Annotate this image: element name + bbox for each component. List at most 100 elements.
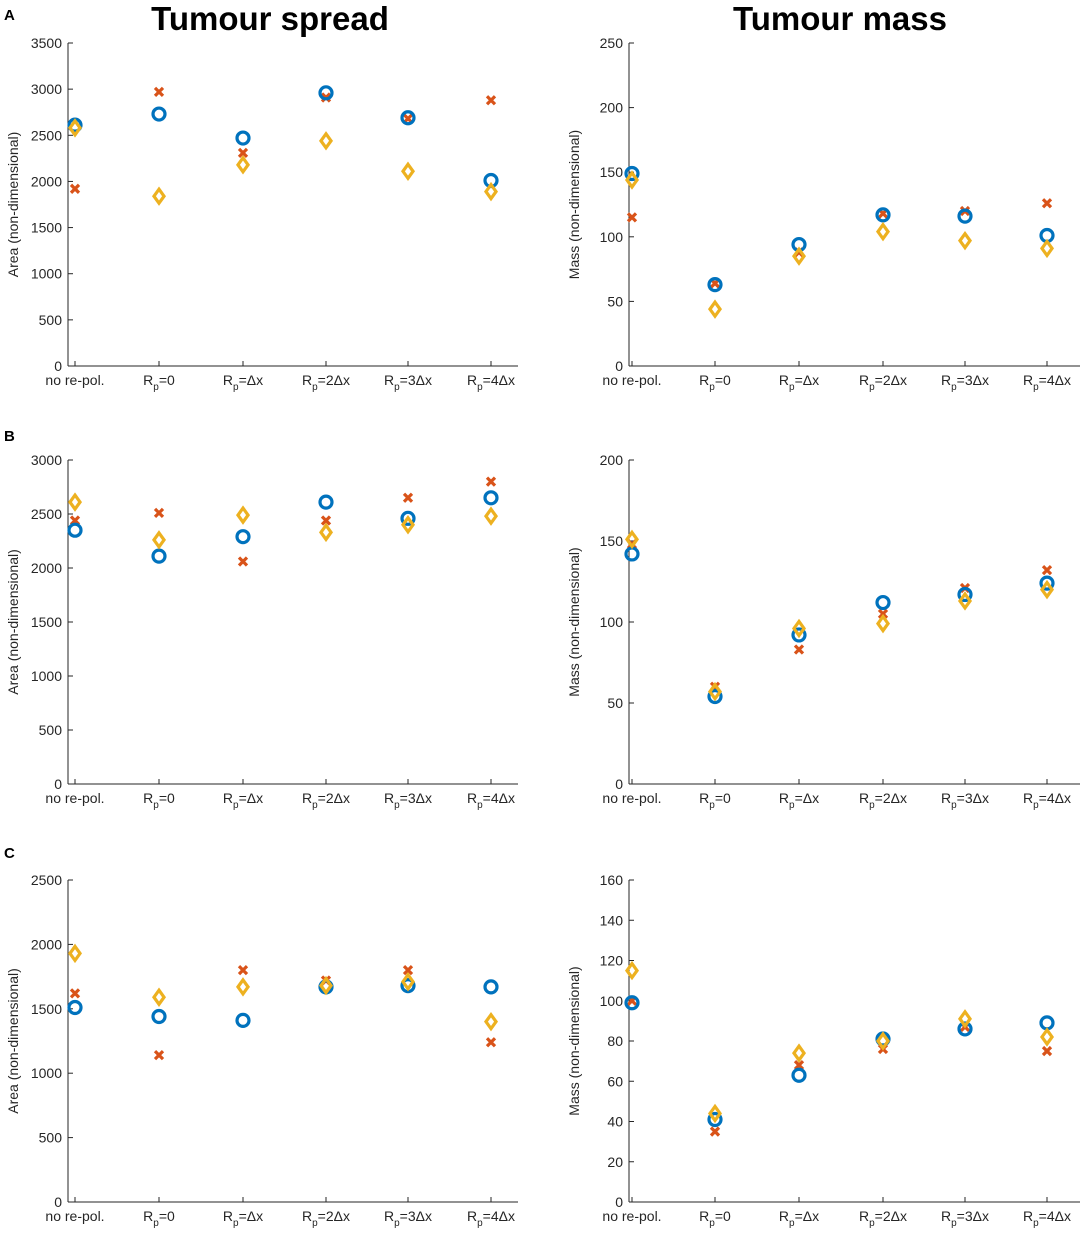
marker-diamond: [875, 221, 891, 242]
y-tick-label: 0: [54, 358, 62, 374]
marker-cross: [793, 644, 805, 655]
marker-circle: [707, 688, 723, 705]
marker-diamond: [1039, 238, 1055, 259]
marker-cross: [1041, 1045, 1053, 1057]
marker-diamond: [791, 1043, 807, 1063]
x-tick-label: Rp=0: [699, 790, 731, 811]
y-tick-label: 500: [39, 312, 63, 328]
marker-diamond: [151, 530, 167, 550]
x-tick-label: Rp=4Δx: [1023, 790, 1071, 811]
y-tick-label: 200: [600, 100, 624, 116]
y-tick-label: 0: [54, 776, 62, 792]
marker-circle: [624, 995, 640, 1011]
x-tick-label: no re-pol.: [45, 1208, 104, 1224]
x-tick-label: Rp=2Δx: [859, 1208, 907, 1229]
marker-cross: [237, 965, 249, 976]
marker-diamond: [791, 246, 807, 266]
x-tick-label: Rp=4Δx: [467, 1208, 515, 1229]
marker-diamond: [957, 1009, 973, 1029]
y-tick-label: 500: [39, 722, 63, 738]
marker-circle: [67, 999, 83, 1016]
marker-cross: [1041, 198, 1053, 209]
marker-cross: [793, 1060, 805, 1071]
marker-cross: [237, 147, 249, 158]
y-tick-label: 50: [607, 695, 623, 711]
x-tick-label: Rp=0: [699, 372, 731, 393]
x-tick-label: no re-pol.: [602, 790, 661, 806]
x-tick-label: Rp=Δx: [223, 790, 263, 811]
marker-diamond: [151, 987, 167, 1007]
marker-circle: [957, 1021, 973, 1037]
y-axis-label: Mass (non-dimensional): [566, 547, 582, 696]
marker-diamond: [67, 118, 83, 138]
marker-circle: [235, 529, 251, 545]
marker-cross: [485, 1037, 497, 1048]
y-tick-label: 3000: [31, 452, 62, 468]
marker-cross: [320, 515, 332, 526]
marker-diamond: [624, 170, 640, 190]
marker-circle: [483, 979, 499, 995]
x-tick-label: no re-pol.: [45, 372, 104, 388]
column-title-spread: Tumour spread: [151, 0, 389, 37]
x-tick-label: Rp=3Δx: [384, 790, 432, 811]
y-tick-label: 80: [607, 1033, 623, 1049]
marker-circle: [151, 1008, 167, 1025]
marker-diamond: [235, 505, 251, 525]
y-tick-label: 250: [600, 35, 624, 51]
marker-diamond: [875, 1031, 891, 1051]
marker-diamond: [707, 1103, 723, 1124]
x-tick-label: Rp=4Δx: [1023, 372, 1071, 393]
y-tick-label: 160: [600, 872, 624, 888]
marker-cross: [402, 965, 414, 976]
y-tick-label: 60: [607, 1073, 623, 1089]
marker-cross: [69, 988, 81, 999]
marker-circle: [875, 207, 891, 223]
marker-diamond: [483, 1011, 499, 1032]
x-tick-label: Rp=4Δx: [1023, 1208, 1071, 1229]
chart-c-spread: 0 500 1000 1500 2000 2500 no re-pol. Rp=0 Rp=Δx R…: [5, 872, 518, 1229]
marker-diamond: [151, 186, 167, 206]
x-tick-label: Rp=3Δx: [941, 372, 989, 393]
marker-diamond: [400, 515, 416, 535]
y-tick-label: 500: [39, 1130, 63, 1146]
y-tick-label: 0: [615, 358, 623, 374]
y-tick-label: 2500: [31, 127, 62, 143]
marker-cross: [153, 507, 165, 519]
marker-diamond: [318, 522, 334, 543]
y-tick-label: 120: [600, 953, 624, 969]
x-tick-label: Rp=3Δx: [384, 1208, 432, 1229]
y-tick-label: 2000: [31, 560, 62, 576]
y-tick-label: 1000: [31, 1065, 62, 1081]
marker-circle: [400, 978, 416, 994]
x-tick-label: no re-pol.: [602, 1208, 661, 1224]
y-tick-label: 150: [600, 164, 624, 180]
panel-letter-c: C: [4, 845, 15, 862]
x-tick-label: Rp=0: [143, 372, 175, 393]
x-tick-label: Rp=2Δx: [859, 790, 907, 811]
y-tick-label: 2500: [31, 506, 62, 522]
x-tick-label: Rp=Δx: [779, 1208, 819, 1229]
marker-circle: [400, 110, 416, 126]
x-tick-label: Rp=0: [143, 1208, 175, 1229]
y-tick-label: 2000: [31, 936, 62, 952]
marker-circle: [151, 548, 167, 564]
marker-cross: [237, 556, 249, 567]
y-tick-label: 1500: [31, 614, 62, 630]
marker-diamond: [235, 977, 251, 997]
marker-circle: [957, 208, 973, 224]
marker-diamond: [483, 181, 499, 202]
marker-cross: [1041, 565, 1053, 576]
marker-circle: [67, 522, 83, 538]
x-tick-label: Rp=4Δx: [467, 372, 515, 393]
chart-a-mass: 0 50 100 150 200 250 no re-pol. Rp=0 Rp=Δx Rp=2Δx…: [566, 35, 1080, 393]
marker-diamond: [624, 960, 640, 981]
marker-diamond: [1039, 1027, 1055, 1047]
x-tick-label: Rp=Δx: [223, 1208, 263, 1229]
chart-b-mass: 0 50 100 150 200 no re-pol. Rp=0 Rp=Δx Rp=2Δx Rp=…: [566, 452, 1080, 811]
marker-circle: [624, 546, 640, 562]
y-tick-label: 150: [600, 533, 624, 549]
marker-diamond: [67, 492, 83, 512]
y-tick-label: 2000: [31, 173, 62, 189]
y-tick-label: 100: [600, 229, 624, 245]
y-axis-label: Area (non-dimensional): [5, 968, 21, 1114]
